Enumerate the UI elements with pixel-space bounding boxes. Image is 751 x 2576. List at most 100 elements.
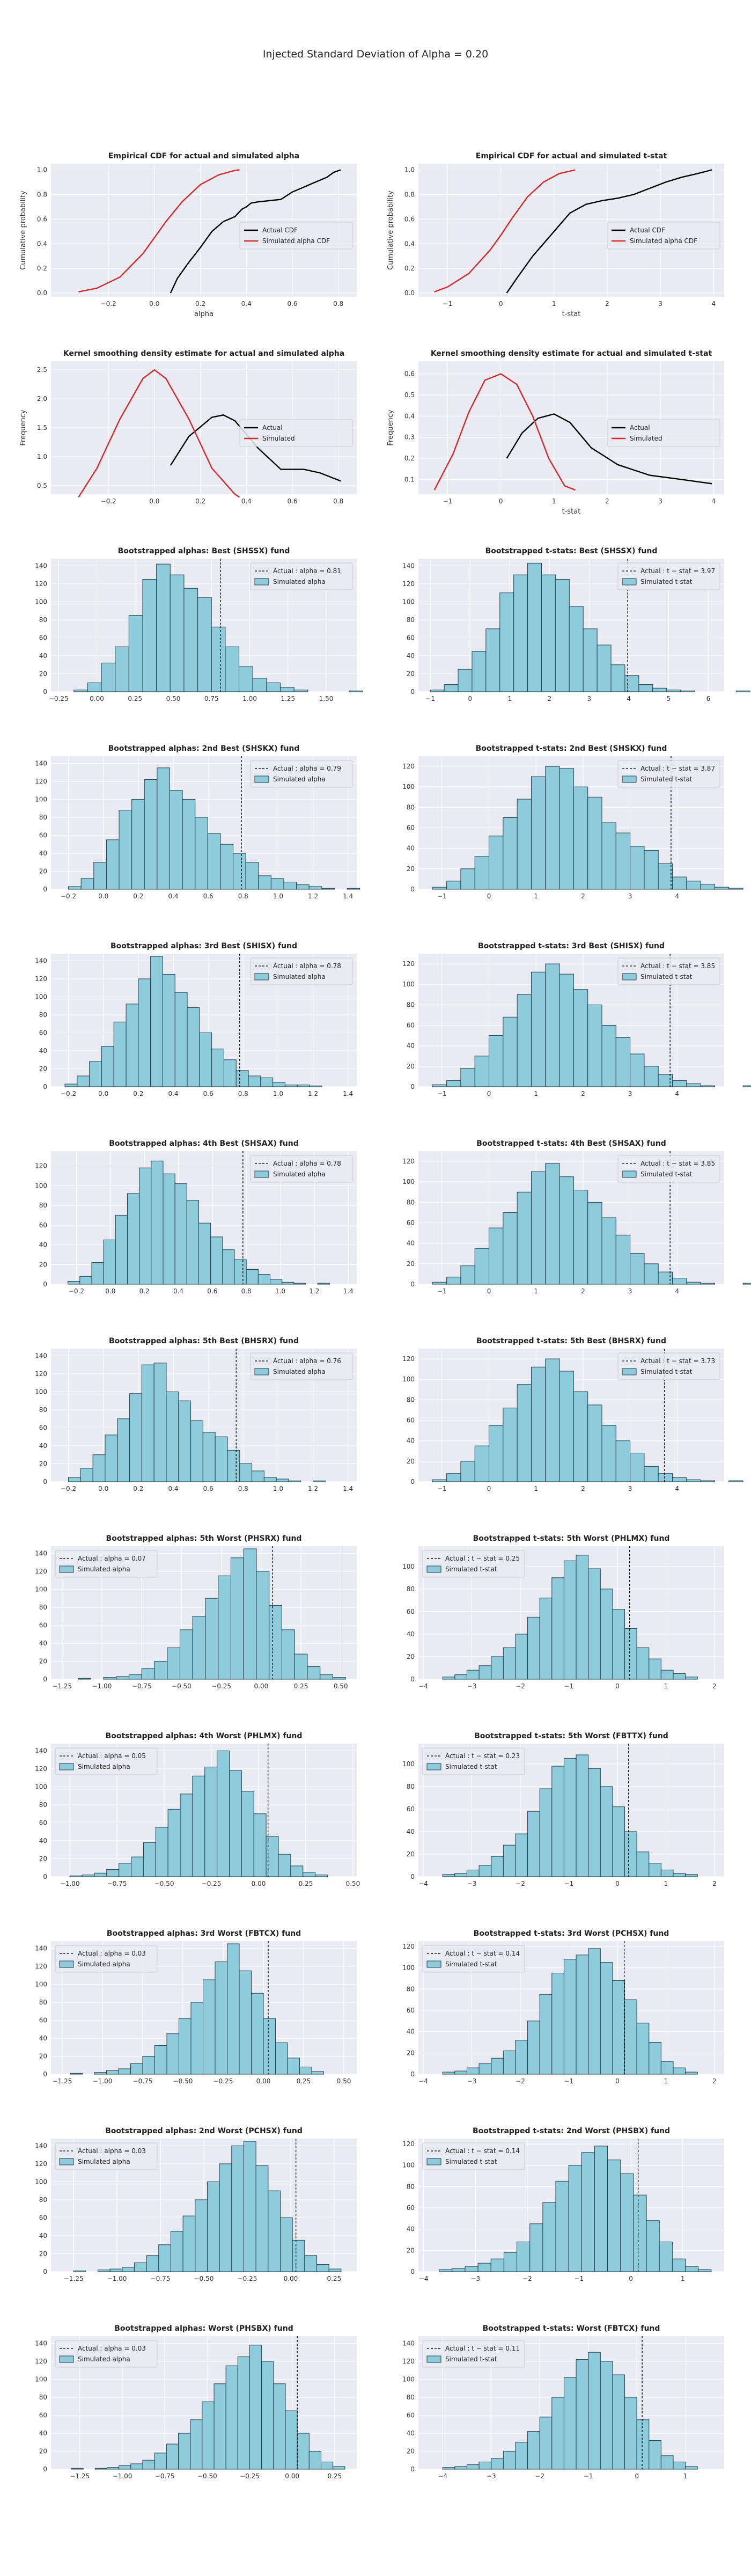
y-tick-label: 20 [407,2246,415,2254]
histogram-bar [460,1068,475,1087]
legend-box [55,1945,158,1973]
histogram-bar [658,1074,673,1087]
histogram-bar [106,1869,120,1877]
y-tick-label: 60 [407,2007,415,2014]
x-axis-label: t-stat [562,508,581,516]
histogram-bar [248,1075,261,1087]
histogram-bar [680,690,695,692]
histogram-bar [491,2058,504,2075]
x-tick-label: −2 [516,2077,525,2085]
legend: Actual : t − stat = 3.73 Simulated t-stat [617,1352,720,1380]
histogram-bar [150,956,163,1087]
y-tick-label: 60 [39,2016,47,2024]
y-tick-label: 60 [39,1424,47,1431]
histogram-bar [204,1767,218,1877]
histogram-bar [583,628,598,692]
y-tick-label: 140 [35,1549,47,1557]
histogram-bar [142,579,157,692]
histogram-bar [243,2141,256,2272]
x-tick-label: −0.25 [202,1880,222,1887]
histogram-bar [638,684,653,692]
series-line [78,369,240,498]
y-tick-label: 120 [35,1765,47,1773]
x-tick-label: 2 [712,1682,717,1690]
legend-box [617,1352,720,1380]
histogram-bar [68,1280,80,1285]
histogram-bar [296,884,310,890]
legend: Actual : t − stat = 3.85 Simulated t-stat [617,957,720,985]
x-tick-label: 0.6 [207,1287,217,1295]
histogram-bar [658,863,673,890]
legend-label: Actual : t − stat = 3.85 [640,1160,715,1167]
x-tick-label: 0.4 [241,300,252,308]
x-tick-label: −3 [467,2077,477,2085]
legend-box [250,562,353,590]
y-tick-label: 20 [407,2049,415,2057]
x-tick-label: −0.25 [211,1682,231,1690]
y-tick-label: 140 [35,1944,47,1952]
histogram-bar [698,2269,712,2272]
histogram-bar [101,662,116,692]
histogram-bar [503,1647,516,1680]
x-tick-label: 0.25 [128,695,142,702]
histogram-bar [270,1279,283,1285]
legend: Actual : t − stat = 0.23 Simulated t-stat [422,1747,525,1775]
histogram-bar [531,971,546,1087]
chart-title: Bootstrapped alphas: 2nd Best (SHSKX) fu… [108,744,300,753]
histogram-bar [576,1955,589,2075]
histogram-bar [294,1653,308,1680]
histogram-bar [491,1656,504,1680]
chart-title: Bootstrapped alphas: 2nd Worst (PCHSX) f… [105,2127,303,2135]
histogram-bar [615,1440,631,1482]
legend: Actual Simulated [607,419,720,447]
x-tick-label: −0.2 [101,300,116,308]
legend-swatch [622,973,637,980]
x-tick-label: 0.0 [149,497,159,505]
legend-box [250,1352,353,1380]
y-tick-label: 0.4 [404,412,415,420]
y-tick-label: 40 [39,1442,47,1450]
legend-box [239,419,353,447]
histogram-bar [432,1084,447,1087]
legend-swatch [254,1368,269,1375]
histogram-bar [269,1605,282,1680]
histogram-bar [157,767,170,890]
histogram-bar [257,1274,271,1285]
y-tick-label: 140 [35,562,47,569]
histogram-bar [539,1994,553,2075]
y-tick-label: 40 [407,1630,415,1638]
x-tick-label: 0.25 [297,2077,311,2085]
histogram-bar [203,1979,216,2075]
histogram-bar [166,1391,179,1482]
histogram-bar [229,1770,242,1877]
histogram-bar [170,574,185,692]
histogram-bar [735,690,750,692]
x-tick-label: 0.0 [98,892,108,900]
x-tick-label: −1.00 [93,2077,113,2085]
histogram-bar [531,1366,546,1482]
y-tick-label: 1.0 [37,453,47,460]
legend-box [607,419,720,447]
legend-box [422,1550,525,1578]
histogram-bar [154,2045,167,2075]
histogram-bar [182,799,196,890]
y-tick-label: 80 [39,814,47,821]
y-tick-label: 80 [39,1604,47,1611]
histogram-bar [503,1845,516,1877]
histogram-bar [539,1598,553,1680]
histogram-bar [332,1677,346,1680]
x-tick-label: 0.8 [333,497,343,505]
histogram-bar [454,1674,467,1680]
histogram-bar [563,1959,577,2075]
y-tick-label: 0.4 [37,240,47,247]
histogram-bar [174,992,188,1087]
histogram-bar [466,1670,480,1680]
x-tick-label: −3 [487,2472,496,2480]
histogram-bar [158,2244,171,2272]
histogram-bar [215,1436,228,1482]
histogram-bar [474,1056,490,1087]
y-tick-label: 100 [35,2375,47,2383]
histogram-bar [311,2071,324,2075]
histogram-bar [246,1269,259,1285]
histogram-bar [630,1453,645,1482]
